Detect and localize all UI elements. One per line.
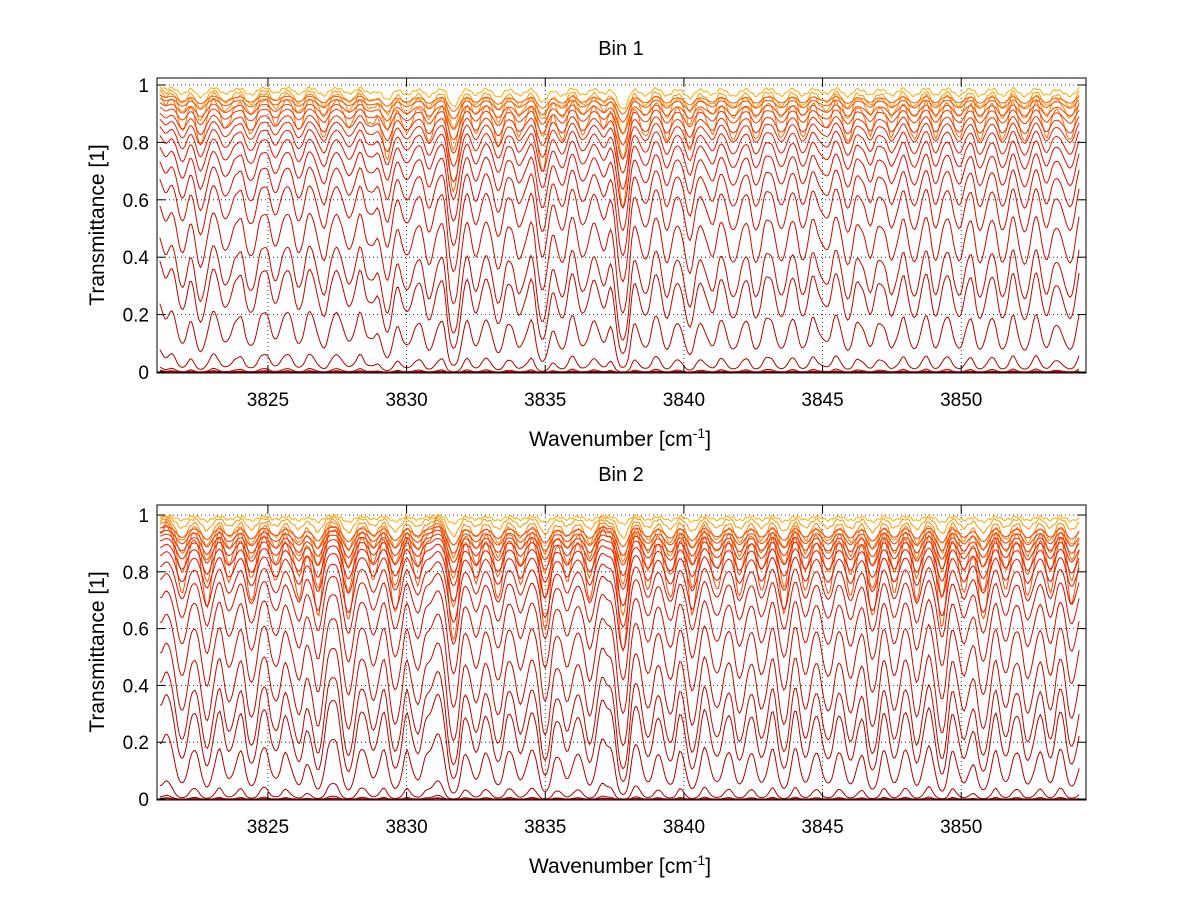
y-tick-label: 1 [138, 506, 149, 527]
transmittance-series [159, 161, 1080, 257]
y-tick-label: 0.4 [123, 248, 150, 269]
y-tick-label: 0.2 [123, 733, 149, 754]
transmittance-series [159, 529, 1080, 557]
x-tick-label: 3825 [247, 817, 289, 838]
transmittance-series [159, 533, 1080, 566]
transmittance-series [159, 513, 1080, 526]
panel-1-xlabel: Wavenumber [cm-1] [529, 425, 711, 451]
y-tick-label: 0.8 [123, 563, 149, 584]
y-tick-label: 0.6 [123, 620, 149, 641]
transmittance-series [159, 303, 1080, 369]
transmittance-series [159, 590, 1080, 681]
transmittance-series [159, 613, 1080, 715]
y-tick-label: 0.4 [123, 676, 150, 697]
transmittance-series [159, 205, 1080, 314]
transmittance-series [159, 93, 1080, 210]
y-tick-label: 0 [138, 363, 149, 384]
transmittance-series [159, 537, 1080, 577]
panel-2-xlabel: Wavenumber [cm-1] [529, 852, 711, 878]
x-tick-label: 3830 [385, 817, 427, 838]
panel-1-grid [157, 78, 1086, 373]
panel-2-title: Bin 2 [598, 464, 644, 486]
x-tick-label: 3845 [801, 817, 843, 838]
y-tick-label: 0.2 [123, 306, 149, 327]
transmittance-series [159, 524, 1080, 653]
panel-1-axes-frame [156, 77, 1087, 374]
y-tick-label: 0 [138, 790, 149, 811]
transmittance-series [159, 146, 1080, 232]
panel-2-axes-frame [156, 504, 1087, 801]
transmittance-series [159, 572, 1080, 651]
transmittance-series [159, 561, 1080, 629]
x-tick-label: 3840 [663, 390, 705, 411]
transmittance-series [159, 237, 1080, 342]
panel-1-series [159, 86, 1080, 373]
x-tick-label: 3845 [801, 390, 843, 411]
panel-2-ticks: 3825 3830 3835 3840 3845 3850 0 0.2 0.4 0.6 0.8 1 [123, 505, 1086, 838]
x-tick-label: 3850 [940, 390, 982, 411]
transmittance-series [159, 106, 1080, 146]
panel-2-ylabel: Transmittance [1] [86, 571, 109, 732]
transmittance-series [159, 112, 1080, 160]
transmittance-series [159, 670, 1080, 770]
transmittance-series [159, 135, 1080, 209]
x-tick-label: 3825 [247, 390, 289, 411]
x-tick-label: 3840 [663, 817, 705, 838]
x-tick-label: 3835 [524, 390, 566, 411]
transmittance-series [159, 94, 1080, 115]
transmittance-series [159, 550, 1080, 607]
transmittance-series [159, 349, 1080, 373]
transmittance-series [159, 126, 1080, 191]
transmittance-series [159, 733, 1080, 795]
y-tick-label: 0.8 [123, 133, 149, 154]
transmittance-series [159, 526, 1080, 548]
y-tick-label: 0.6 [123, 191, 149, 212]
transmittance-series [159, 91, 1080, 161]
transmittance-series [159, 86, 1080, 110]
y-tick-label: 1 [138, 76, 149, 97]
transmittance-series [159, 88, 1080, 135]
transmittance-series [159, 102, 1080, 135]
transmittance-series [159, 260, 1080, 355]
transmittance-series [159, 118, 1080, 174]
panel-2-series [159, 513, 1080, 800]
panel-1-ticks: 3825 3830 3835 3840 3845 3850 0 0.2 0.4 0.6 0.8 1 [123, 76, 1086, 411]
panel-bin-2: Bin 2 3825 3830 3835 3840 3845 3850 0 0.2 0.4 0.6… [86, 464, 1087, 878]
panel-1-ylabel: Transmittance [1] [86, 144, 109, 305]
transmittance-series [159, 515, 1080, 539]
x-tick-label: 3850 [940, 817, 982, 838]
panel-1-title: Bin 1 [598, 38, 644, 60]
transmittance-series [159, 543, 1080, 591]
transmittance-series [159, 97, 1080, 123]
x-tick-label: 3830 [385, 390, 427, 411]
transmittance-series [159, 179, 1080, 283]
panel-bin-1: Bin 1 3825 3830 3835 3840 3845 3850 0 0.2 0.4 0.6… [86, 38, 1087, 451]
transmittance-series [159, 642, 1080, 747]
x-tick-label: 3835 [524, 817, 566, 838]
transmittance-series [159, 693, 1080, 783]
